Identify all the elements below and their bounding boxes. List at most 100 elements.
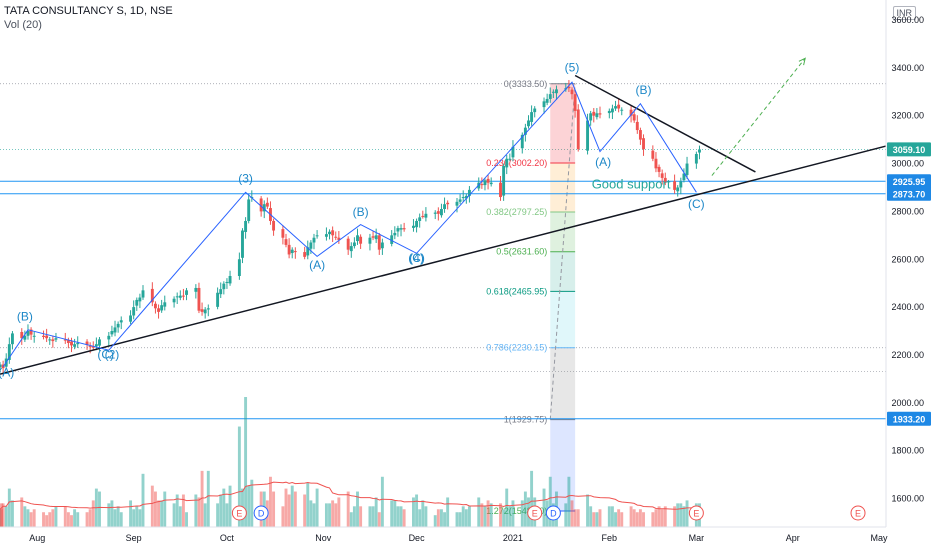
price-tag: 3059.10 bbox=[887, 142, 931, 157]
candle-body bbox=[576, 109, 580, 150]
volume-bar bbox=[113, 509, 117, 527]
volume-bar bbox=[85, 512, 89, 527]
candle-body bbox=[502, 165, 506, 196]
volume-bar bbox=[371, 506, 375, 527]
candle-body bbox=[116, 323, 120, 328]
dividend-marker: D bbox=[545, 505, 561, 521]
event-marker-circle bbox=[688, 505, 704, 521]
wave-label: (B) bbox=[636, 83, 652, 97]
currency-badge[interactable]: INR bbox=[892, 6, 916, 20]
event-marker-letter: D bbox=[258, 509, 265, 519]
candle-body bbox=[160, 305, 164, 311]
volume-bar bbox=[642, 512, 645, 527]
candle-body bbox=[129, 315, 133, 322]
event-marker-letter: E bbox=[236, 509, 242, 519]
event-marker-letter: E bbox=[532, 509, 538, 519]
volume-bar bbox=[486, 500, 490, 527]
volume-bar bbox=[66, 512, 70, 527]
trendline bbox=[574, 74, 756, 173]
candle-body bbox=[486, 178, 490, 183]
volume-bar bbox=[505, 488, 509, 527]
volume-bar bbox=[443, 512, 447, 527]
candle-body bbox=[328, 231, 331, 235]
event-marker-letter: E bbox=[855, 509, 861, 519]
volume-indicator-label: Vol (20) bbox=[4, 19, 42, 31]
candle-body bbox=[113, 327, 117, 333]
candle-body bbox=[272, 220, 276, 231]
time-axis-tick-label: Apr bbox=[786, 533, 800, 543]
volume-bar bbox=[620, 512, 624, 527]
price-axis-tick-label: 2400.00 bbox=[891, 302, 924, 312]
volume-bar bbox=[467, 506, 471, 527]
price-tag: 2925.95 bbox=[887, 174, 931, 189]
candle-body bbox=[331, 230, 335, 236]
candle-body bbox=[352, 242, 356, 247]
candle-body bbox=[228, 275, 232, 284]
volume-bar bbox=[607, 506, 611, 527]
candle-body bbox=[377, 235, 381, 250]
volume-bar bbox=[138, 509, 142, 527]
wave-label: (A) bbox=[595, 155, 611, 169]
volume-bar bbox=[222, 488, 226, 527]
volume-bar bbox=[614, 512, 617, 527]
candle-body bbox=[533, 108, 537, 113]
volume-bar bbox=[356, 491, 359, 527]
fib-zone bbox=[550, 347, 576, 420]
elliott-wave-path bbox=[2, 81, 697, 368]
candle-body bbox=[455, 201, 459, 206]
candle-body bbox=[45, 335, 49, 339]
candle-body bbox=[63, 339, 67, 341]
volume-bar bbox=[150, 485, 154, 527]
candle-body bbox=[32, 335, 36, 337]
dividend-marker: D bbox=[253, 505, 269, 521]
price-axis-tick-label: 3000.00 bbox=[891, 159, 924, 169]
volume-bar bbox=[660, 509, 664, 527]
candle-body bbox=[303, 252, 307, 257]
volume-bar bbox=[436, 509, 440, 527]
candle-body bbox=[110, 331, 114, 335]
candle-body bbox=[595, 113, 599, 118]
candle-body bbox=[592, 111, 596, 116]
candle-body bbox=[200, 309, 204, 312]
volume-bar bbox=[334, 503, 338, 527]
wave-label: (A) bbox=[0, 365, 14, 379]
volume-bar bbox=[458, 512, 462, 527]
volume-bar bbox=[91, 500, 95, 527]
fib-zone bbox=[550, 163, 576, 213]
volume-bar bbox=[673, 506, 677, 527]
fib-level-label: 0(3333.50) bbox=[504, 79, 548, 89]
candle-body bbox=[642, 138, 645, 150]
volume-bar bbox=[638, 509, 642, 527]
volume-bar bbox=[483, 506, 487, 527]
candle-body bbox=[315, 235, 319, 237]
time-axis-tick-label: 2021 bbox=[503, 533, 523, 543]
candle-body bbox=[20, 331, 24, 339]
candle-body bbox=[436, 211, 440, 214]
candle-body bbox=[371, 236, 375, 238]
volume-bar bbox=[250, 479, 254, 527]
candle-body bbox=[548, 94, 552, 99]
candle-body bbox=[412, 225, 415, 228]
wave-label: (C) bbox=[97, 348, 114, 362]
candle-body bbox=[542, 101, 546, 108]
candle-body bbox=[508, 158, 512, 160]
candle-body bbox=[88, 346, 92, 348]
candle-body bbox=[446, 202, 450, 205]
volume-bar bbox=[349, 512, 353, 527]
volume-bar bbox=[163, 491, 167, 527]
fib-level-label: 0.786(2230.15) bbox=[486, 343, 547, 353]
event-marker-circle bbox=[231, 505, 247, 521]
price-tag-label: 2925.95 bbox=[893, 177, 926, 187]
candle-body bbox=[421, 215, 425, 217]
wave-label: (5) bbox=[565, 60, 580, 74]
candle-body bbox=[172, 298, 176, 303]
candle-body bbox=[70, 341, 73, 346]
volume-bar bbox=[589, 506, 593, 527]
candle-body bbox=[91, 346, 95, 348]
price-tag-label: 3059.10 bbox=[893, 145, 926, 155]
volume-bar bbox=[352, 506, 356, 527]
volume-bar bbox=[157, 500, 160, 527]
price-tag-box bbox=[887, 186, 931, 201]
volume-bar bbox=[172, 503, 176, 527]
